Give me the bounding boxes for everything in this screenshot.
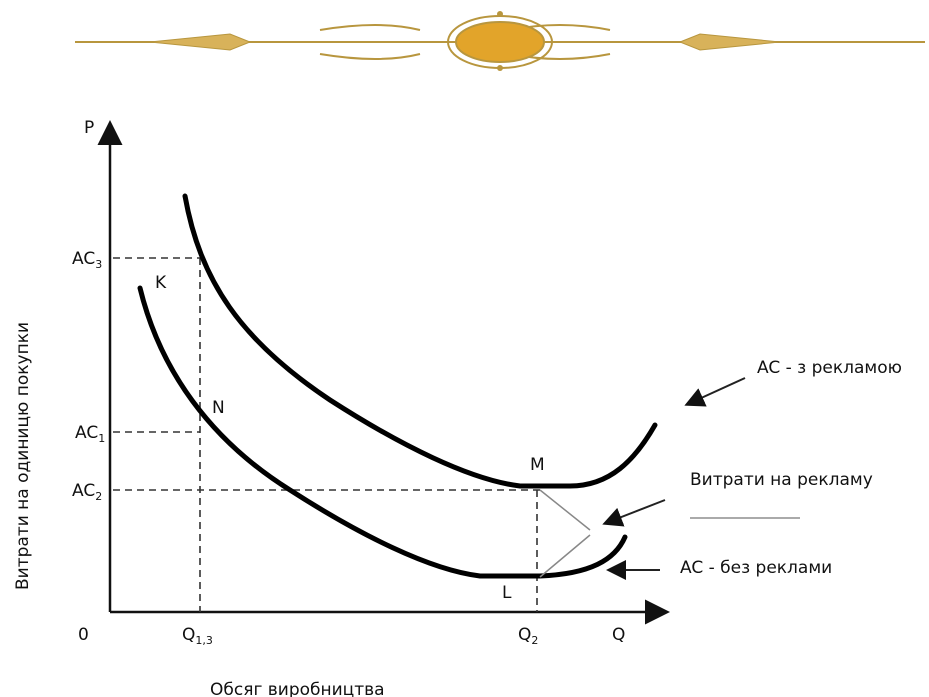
ac-with-ads [185, 196, 655, 486]
annotation: AC - з рекламою [757, 358, 902, 378]
guides [113, 258, 540, 612]
ad-cost-lines [540, 490, 590, 577]
quantity-label: Q1,3 [182, 625, 213, 647]
origin-label: 0 [78, 625, 89, 645]
y-axis-label: P [84, 118, 94, 138]
x-axis-label: Q [612, 625, 625, 645]
point-label: N [212, 398, 225, 418]
annotation: AC - без реклами [680, 558, 832, 578]
level-label: AC2 [72, 481, 102, 503]
pointer [688, 378, 745, 404]
point-label: M [530, 455, 545, 475]
level-label: AC1 [75, 423, 105, 445]
point-label: K [155, 273, 167, 293]
level-label: AC3 [72, 249, 102, 271]
annotation: Витрати на рекламу [690, 470, 873, 490]
y-title: Витрати на одиницю покупки [13, 322, 33, 590]
pointer [606, 500, 665, 523]
diagram: P Q 0 Обсяг виробництва Витрати на одини… [0, 0, 929, 697]
x-title: Обсяг виробництва [210, 680, 385, 697]
quantity-label: Q2 [518, 625, 538, 647]
point-label: L [502, 583, 512, 603]
ornament [75, 11, 925, 71]
